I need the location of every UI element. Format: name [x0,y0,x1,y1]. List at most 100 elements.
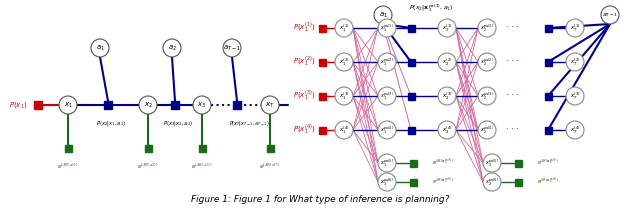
Text: $a_1$: $a_1$ [95,43,104,53]
Bar [545,59,552,65]
Bar [104,101,112,109]
Text: $x_2^{(4)}$: $x_2^{(4)}$ [442,124,452,136]
Text: $x_1$: $x_1$ [63,100,72,110]
Circle shape [378,87,396,105]
Text: $P(x_2|x_1,a_1)$: $P(x_2|x_1,a_1)$ [96,119,126,127]
Text: $x_1^{\mathrm{pa(4)}}$: $x_1^{\mathrm{pa(4)}}$ [380,124,394,136]
Bar [319,24,326,32]
Text: $a_1$: $a_1$ [378,10,387,20]
Circle shape [478,87,496,105]
Circle shape [335,121,353,139]
Text: $a_{T-1}$: $a_{T-1}$ [223,43,241,53]
Text: $x_1^{(2)}$: $x_1^{(2)}$ [339,56,349,68]
Circle shape [566,121,584,139]
Text: $x_2^{(2)}$: $x_2^{(2)}$ [442,56,452,68]
Bar [515,159,522,167]
Text: $P(x_1)$: $P(x_1)$ [9,100,28,110]
Text: · · ·: · · · [506,92,520,101]
Text: $x_1^{(3)}$: $x_1^{(3)}$ [339,90,349,102]
Bar [266,144,273,152]
Bar [198,144,205,152]
Circle shape [566,87,584,105]
Text: $P(x_1^{(4)})$: $P(x_1^{(4)})$ [292,123,316,137]
Bar [145,144,152,152]
Bar [319,59,326,65]
Circle shape [335,53,353,71]
Circle shape [139,96,157,114]
Text: $x_2^{\mathrm{pa(6)}}$: $x_2^{\mathrm{pa(6)}}$ [485,176,499,188]
Text: $x_T$: $x_T$ [265,100,275,110]
Text: $a_2$: $a_2$ [168,43,177,53]
Text: $x_2$: $x_2$ [143,100,152,110]
Text: $e^{(\lambda R(x_T))}$: $e^{(\lambda R(x_T))}$ [259,161,281,171]
Circle shape [478,19,496,37]
Circle shape [193,96,211,114]
Text: $x_2^{\mathrm{pa(4)}}$: $x_2^{\mathrm{pa(4)}}$ [480,124,494,136]
Bar [171,101,179,109]
Text: $x_2^{\mathrm{pa(2)}}$: $x_2^{\mathrm{pa(2)}}$ [480,56,494,68]
Bar [233,101,241,109]
Circle shape [223,39,241,57]
Text: · · ·: · · · [506,23,520,33]
Text: · · ·: · · · [506,57,520,66]
Circle shape [335,87,353,105]
Circle shape [483,154,501,172]
Text: $x_1^{(1)}$: $x_1^{(1)}$ [339,22,349,34]
Text: $x_2^{(3)}$: $x_2^{(3)}$ [442,90,452,102]
Text: $e^{\lambda R(\mathbf{x}_1^{\mathrm{pa(6)}})}$: $e^{\lambda R(\mathbf{x}_1^{\mathrm{pa(6… [432,176,454,188]
Text: $x_2^{(1)}$: $x_2^{(1)}$ [442,22,452,34]
Bar [410,159,417,167]
Text: $x_T^{(1)}$: $x_T^{(1)}$ [570,22,580,34]
Text: $x_1^{\mathrm{pa(3)}}$: $x_1^{\mathrm{pa(3)}}$ [380,90,394,102]
Circle shape [438,121,456,139]
Text: $e^{(\lambda R(x_2))}$: $e^{(\lambda R(x_2))}$ [137,161,159,171]
Circle shape [374,6,392,24]
Text: $x_T^{(2)}$: $x_T^{(2)}$ [570,56,580,68]
Circle shape [378,121,396,139]
Circle shape [59,96,77,114]
Circle shape [91,39,109,57]
Text: $P(x_3|x_2,a_2)$: $P(x_3|x_2,a_2)$ [163,119,193,127]
Bar [545,24,552,32]
Text: $P(x_1^{(1)})$: $P(x_1^{(1)})$ [292,21,316,35]
Bar [408,126,415,134]
Text: $x_1^{\mathrm{pa(5)}}$: $x_1^{\mathrm{pa(5)}}$ [380,157,394,169]
Circle shape [438,53,456,71]
Bar [34,101,42,109]
Bar [545,126,552,134]
Circle shape [438,19,456,37]
Bar [408,59,415,65]
Circle shape [566,19,584,37]
Text: $x_T^{(4)}$: $x_T^{(4)}$ [570,124,580,136]
Bar [319,93,326,99]
Text: $e^{(\lambda R(x_1))}$: $e^{(\lambda R(x_1))}$ [57,161,79,171]
Text: $P(x_1^{(2)})$: $P(x_1^{(2)})$ [292,55,316,69]
Text: $a_{T-1}$: $a_{T-1}$ [602,11,618,19]
Circle shape [163,39,181,57]
Text: $P(x_1^{(3)})$: $P(x_1^{(3)})$ [292,89,316,103]
Circle shape [261,96,279,114]
Text: Figure 1: Figure 1 for What type of inference is planning?: Figure 1: Figure 1 for What type of infe… [191,195,449,204]
Bar [319,126,326,134]
Circle shape [378,154,396,172]
Text: $x_3$: $x_3$ [198,100,207,110]
Circle shape [601,6,619,24]
Text: $x_2^{\mathrm{pa(5)}}$: $x_2^{\mathrm{pa(5)}}$ [485,157,499,169]
Text: $x_1^{\mathrm{pa(2)}}$: $x_1^{\mathrm{pa(2)}}$ [380,56,394,68]
Bar [65,144,72,152]
Bar [408,93,415,99]
Circle shape [378,53,396,71]
Text: $e^{(\lambda R(x_3))}$: $e^{(\lambda R(x_3))}$ [191,161,212,171]
Text: $e^{\lambda R(\mathbf{x}_2^{\mathrm{pa(5)}})}$: $e^{\lambda R(\mathbf{x}_2^{\mathrm{pa(5… [537,157,559,169]
Circle shape [478,121,496,139]
Text: $x_2^{\mathrm{pa(3)}}$: $x_2^{\mathrm{pa(3)}}$ [480,90,494,102]
Circle shape [378,19,396,37]
Text: $x_1^{(4)}$: $x_1^{(4)}$ [339,124,349,136]
Bar [515,178,522,186]
Bar [545,93,552,99]
Text: $x_1^{\mathrm{pa(1)}}$: $x_1^{\mathrm{pa(1)}}$ [380,22,394,34]
Text: $x_1^{\mathrm{pa(6)}}$: $x_1^{\mathrm{pa(6)}}$ [380,176,394,188]
Circle shape [378,173,396,191]
Text: · · ·: · · · [506,125,520,135]
Bar [410,178,417,186]
